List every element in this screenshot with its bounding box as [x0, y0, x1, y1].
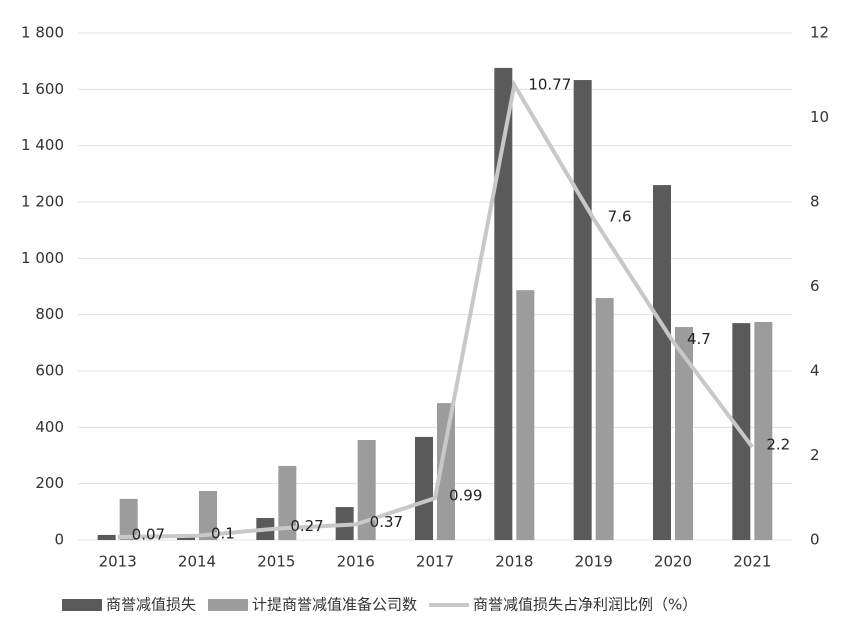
y-tick-label: 1 800: [21, 24, 64, 42]
y-tick-label: 600: [35, 362, 64, 380]
bar: [653, 185, 671, 540]
x-tick-label: 2019: [575, 553, 613, 571]
data-label: 4.7: [687, 330, 711, 348]
bar: [357, 440, 376, 540]
bar: [415, 436, 433, 540]
y2-tick-label: 0: [810, 531, 820, 549]
bar: [675, 327, 693, 540]
y-tick-label: 1 000: [21, 249, 64, 267]
y2-tick-label: 2: [810, 446, 820, 464]
x-tick-label: 2016: [337, 553, 375, 571]
legend-swatch: [208, 599, 249, 611]
bar: [595, 298, 614, 540]
data-label: 2.2: [766, 436, 790, 454]
y2-tick-label: 6: [810, 277, 820, 295]
y2-tick-label: 8: [810, 193, 820, 211]
line: [117, 79, 754, 540]
data-label: 0.37: [370, 513, 403, 531]
legend-swatch: [62, 599, 102, 611]
y-tick-label: 1 600: [21, 80, 64, 98]
x-tick-label: 2015: [257, 553, 295, 571]
data-label: 7.6: [608, 207, 632, 225]
bar: [754, 321, 773, 540]
y-tick-label: 800: [35, 305, 64, 323]
bar: [573, 80, 592, 540]
y-tick-label: 0: [54, 531, 64, 549]
bar: [119, 498, 138, 540]
x-tick-label: 2018: [495, 553, 533, 571]
bar: [177, 537, 195, 540]
bar: [494, 67, 513, 540]
x-tick-label: 2021: [733, 553, 771, 571]
legend-label: 商誉减值损失: [106, 596, 196, 614]
y-tick-label: 1 200: [21, 193, 64, 211]
data-label: 0.27: [290, 517, 323, 535]
data-label: 0.07: [132, 526, 165, 544]
legend-label: 商誉减值损失占净利润比例（%）: [473, 596, 697, 614]
bar: [97, 534, 116, 540]
legend-label: 计提商誉减值准备公司数: [252, 596, 417, 614]
data-label: 0.1: [211, 524, 235, 542]
x-tick-label: 2020: [654, 553, 692, 571]
y2-tick-label: 12: [810, 24, 829, 42]
bar: [516, 290, 535, 540]
x-tick-label: 2014: [178, 553, 216, 571]
y-tick-label: 1 400: [21, 136, 64, 154]
y-tick-label: 200: [35, 474, 64, 492]
bar: [278, 465, 297, 540]
data-label: 10.77: [528, 75, 571, 93]
bar: [199, 490, 217, 540]
data-label: 0.99: [449, 487, 482, 505]
x-tick-label: 2017: [416, 553, 454, 571]
y2-tick-label: 4: [810, 362, 820, 380]
x-tick-label: 2013: [99, 553, 137, 571]
y-tick-label: 400: [35, 418, 64, 436]
y2-tick-label: 10: [810, 108, 829, 126]
bar: [437, 403, 455, 540]
